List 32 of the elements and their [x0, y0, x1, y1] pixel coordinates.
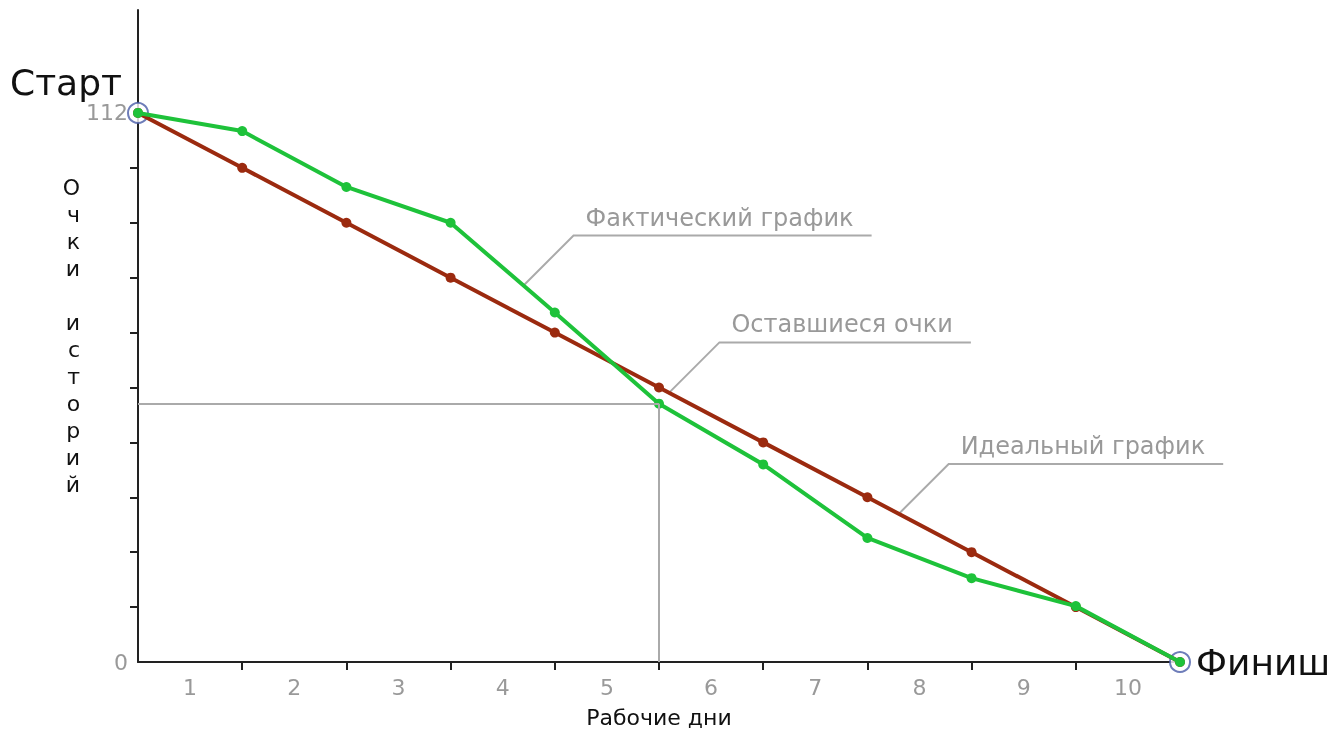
x-tick-label: 3	[391, 674, 406, 700]
point	[341, 181, 352, 192]
point	[654, 382, 664, 393]
x-tick-label: 8	[912, 674, 927, 700]
point	[237, 162, 248, 173]
x-tick-label: 6	[704, 674, 719, 700]
annotation: Оставшиеся очки	[731, 310, 953, 339]
x-tick-label: 10	[1113, 674, 1142, 700]
point	[862, 492, 873, 503]
point	[445, 217, 456, 228]
point	[758, 459, 769, 470]
x-tick-label: 5	[599, 674, 614, 700]
x-tick-label: 4	[495, 674, 510, 700]
point	[445, 272, 456, 283]
x-axis-title: Рабочие дни	[586, 704, 732, 730]
y-tick-label: 0	[114, 649, 128, 675]
x-tick-label: 2	[287, 674, 302, 700]
x-tick-label: 9	[1016, 674, 1031, 700]
text: Очки историй	[62, 175, 81, 497]
x-tick-label: 7	[808, 674, 823, 700]
point	[549, 327, 560, 338]
point	[341, 217, 352, 228]
point	[862, 532, 873, 543]
point	[758, 437, 769, 448]
annotation: Фактический график	[585, 203, 854, 232]
annotation: Финиш	[1196, 641, 1331, 683]
annotation: Идеальный график	[960, 431, 1206, 460]
x-tick-label: 1	[183, 674, 198, 700]
point	[966, 573, 977, 584]
point	[237, 126, 248, 137]
point	[966, 547, 977, 558]
point	[549, 307, 560, 318]
